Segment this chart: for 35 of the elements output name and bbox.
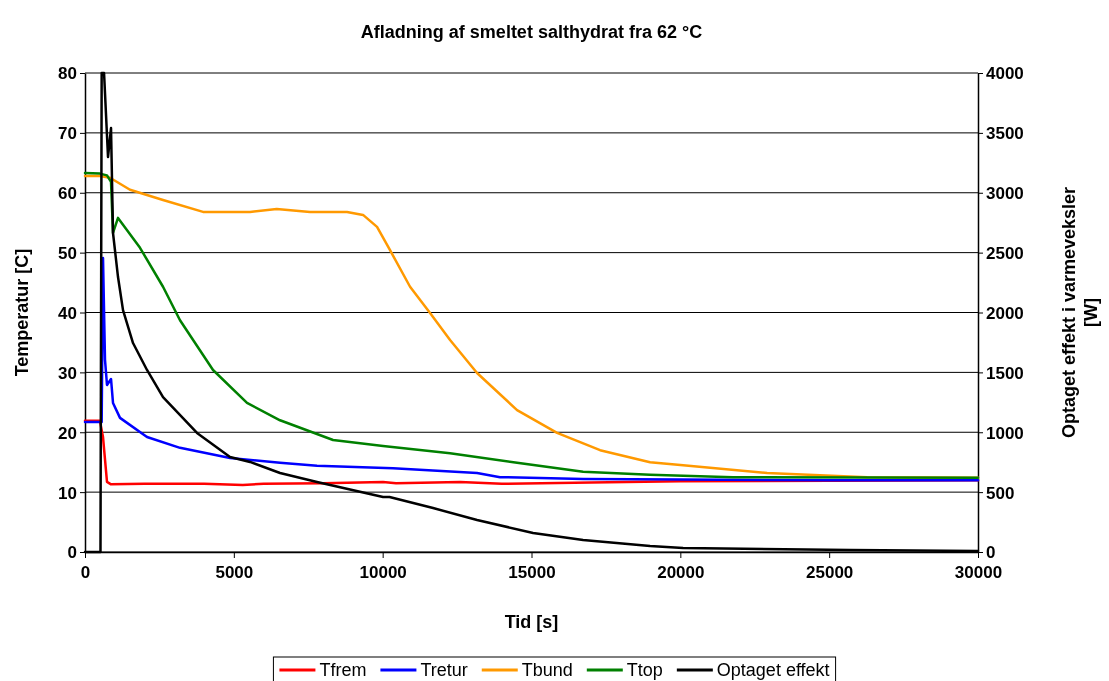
y-tick-label: 50: [58, 244, 77, 264]
y-tick-label: 30: [58, 363, 77, 383]
legend-label: Tfrem: [319, 660, 367, 681]
legend-label: Tretur: [420, 660, 468, 681]
y-tick-label: 40: [58, 303, 77, 323]
y2-axis-title: Optaget effekt i varmeveksler [W]: [1059, 186, 1101, 439]
y2-tick-label: 2000: [986, 303, 1024, 323]
y-tick-label: 60: [58, 184, 77, 204]
chart-title: Afladning af smeltet salthydrat fra 62 °C: [360, 22, 703, 42]
y-tick-label: 70: [58, 124, 77, 144]
x-tick-label: 5000: [215, 563, 254, 582]
y2-tick-label: 500: [986, 483, 1015, 503]
y-tick-label: 20: [58, 423, 77, 443]
y-tick-label: 0: [67, 543, 77, 563]
y-tick-label: 10: [58, 483, 77, 503]
x-tick-label: 10000: [359, 563, 407, 582]
legend-label: Ttop: [626, 660, 663, 681]
y2-tick-label: 4000: [986, 64, 1024, 84]
y2-tick-label: 3500: [986, 124, 1024, 144]
y2-tick-label: 1500: [986, 363, 1024, 383]
y2-tick-label: 1000: [986, 423, 1024, 443]
y-tick-label: 80: [58, 64, 77, 84]
line-series: [83, 256, 980, 482]
y2-tick-label: 3000: [986, 184, 1024, 204]
y-axis-title: Temperatur [C]: [12, 248, 32, 377]
x-tick-label: 20000: [657, 563, 705, 582]
x-axis-title: Tid [s]: [504, 612, 559, 632]
y2-tick-label: 2500: [986, 244, 1024, 264]
legend-label: Optaget effekt: [716, 660, 830, 681]
x-tick-label: 30000: [954, 563, 1003, 582]
y2-tick-label: 0: [986, 543, 996, 563]
x-tick-label: 15000: [508, 563, 556, 582]
x-tick-label: 25000: [806, 563, 854, 582]
x-tick-label: 0: [80, 563, 91, 582]
legend-label: Tbund: [521, 660, 573, 681]
